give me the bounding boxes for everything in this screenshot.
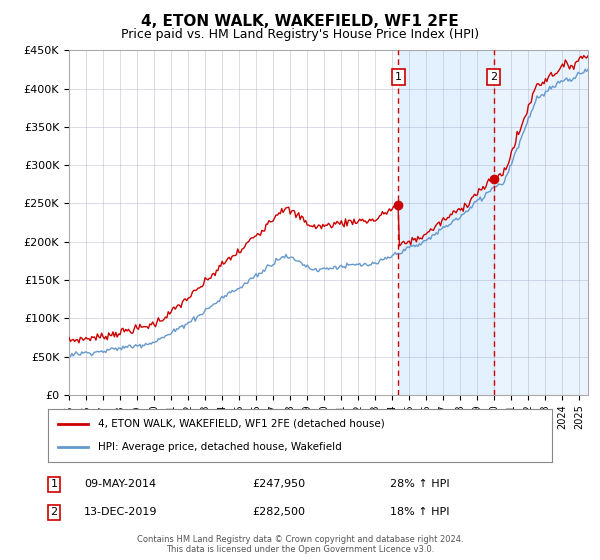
Text: 28% ↑ HPI: 28% ↑ HPI xyxy=(390,479,449,489)
Text: £282,500: £282,500 xyxy=(252,507,305,517)
Text: 13-DEC-2019: 13-DEC-2019 xyxy=(84,507,157,517)
Text: Price paid vs. HM Land Registry's House Price Index (HPI): Price paid vs. HM Land Registry's House … xyxy=(121,28,479,41)
Text: 2: 2 xyxy=(490,72,497,82)
Text: 2: 2 xyxy=(50,507,58,517)
Text: 4, ETON WALK, WAKEFIELD, WF1 2FE (detached house): 4, ETON WALK, WAKEFIELD, WF1 2FE (detach… xyxy=(98,419,385,429)
Text: £247,950: £247,950 xyxy=(252,479,305,489)
Text: 1: 1 xyxy=(395,72,402,82)
Text: 4, ETON WALK, WAKEFIELD, WF1 2FE: 4, ETON WALK, WAKEFIELD, WF1 2FE xyxy=(141,14,459,29)
Text: 1: 1 xyxy=(50,479,58,489)
Text: HPI: Average price, detached house, Wakefield: HPI: Average price, detached house, Wake… xyxy=(98,442,342,452)
Text: Contains HM Land Registry data © Crown copyright and database right 2024.
This d: Contains HM Land Registry data © Crown c… xyxy=(137,535,463,554)
Text: 09-MAY-2014: 09-MAY-2014 xyxy=(84,479,156,489)
Text: 18% ↑ HPI: 18% ↑ HPI xyxy=(390,507,449,517)
